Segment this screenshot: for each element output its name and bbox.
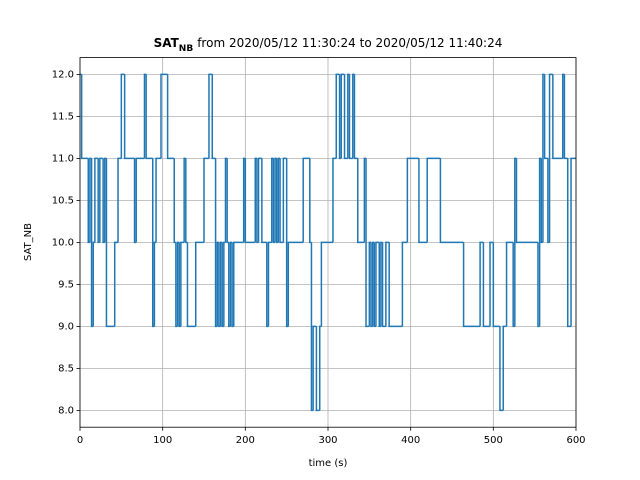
step-segment [548, 73, 553, 243]
step-segment [388, 242, 403, 328]
step-segment [135, 157, 145, 243]
y-tick-label: 10.5 [52, 195, 74, 206]
step-segment [203, 157, 209, 243]
y-tick-label: 11.5 [52, 111, 74, 122]
y-tick-label: 12.0 [52, 69, 74, 80]
x-tick-label: 200 [236, 435, 255, 446]
step-segment [401, 241, 408, 327]
step-segment [120, 73, 125, 159]
y-tick-label: 8.0 [58, 405, 74, 416]
step-segment [257, 157, 262, 243]
step-segment [502, 325, 507, 411]
step-segment [282, 157, 287, 243]
step-segment [381, 242, 386, 328]
y-tick-label: 9.0 [58, 321, 74, 332]
step-segment [489, 241, 494, 327]
step-segment [123, 74, 135, 160]
title-sub: NB [179, 44, 194, 54]
step-segment [113, 241, 119, 327]
step-segment [99, 157, 104, 243]
step-segment [302, 157, 310, 243]
x-axis-label: time (s) [309, 458, 348, 469]
step-segment [233, 241, 244, 327]
step-segment [353, 74, 358, 160]
step-segment [375, 241, 380, 327]
step-segment [194, 241, 204, 327]
step-segment [340, 73, 345, 159]
step-segment [385, 241, 390, 327]
step-segment [365, 158, 370, 328]
step-segment [335, 73, 340, 159]
step-segment [570, 157, 576, 327]
step-segment [160, 73, 168, 159]
step-segment [499, 326, 504, 412]
x-tick-label: 400 [401, 435, 420, 446]
step-segment [418, 158, 428, 244]
step-segment [543, 74, 548, 160]
step-segment [186, 242, 196, 328]
step-segment [145, 74, 153, 160]
step-segment [267, 241, 272, 327]
y-tick-label: 11.0 [52, 153, 74, 164]
step-segment [117, 157, 122, 243]
x-tick-label: 300 [318, 435, 337, 446]
step-segment [439, 158, 464, 244]
step-segment [105, 158, 115, 328]
step-segment [94, 157, 99, 243]
step-segment [505, 241, 514, 327]
step-segment [312, 325, 317, 411]
title-main: SAT [154, 36, 180, 50]
step-segment [155, 157, 162, 243]
step-segment [320, 241, 333, 327]
x-tick-label: 100 [153, 435, 172, 446]
chart-title: SATNB from 2020/05/12 11:30:24 to 2020/05… [154, 36, 503, 54]
x-tick-label: 0 [77, 435, 83, 446]
step-segment [166, 74, 175, 160]
title-rest: from 2020/05/12 11:30:24 to 2020/05/12 1… [197, 36, 502, 50]
step-segment [279, 158, 284, 244]
step-segment [315, 326, 320, 412]
step-segment [462, 242, 481, 328]
step-segment [479, 241, 484, 327]
step-segment [348, 74, 353, 160]
plot-frame [79, 57, 577, 428]
y-axis-label: SAT_NB [23, 223, 34, 261]
step-segment [492, 242, 500, 328]
step-segment [482, 242, 491, 328]
y-tick-label: 9.5 [58, 279, 74, 290]
step-segment [566, 158, 572, 328]
step-segment [552, 74, 563, 160]
x-tick-label: 600 [566, 435, 585, 446]
step-segment [426, 157, 441, 243]
step-segment [287, 241, 304, 327]
y-tick-label: 8.5 [58, 363, 74, 374]
step-segment [357, 158, 365, 244]
step-segment [180, 241, 185, 327]
step-segment [563, 74, 568, 160]
step-segment [261, 158, 267, 244]
y-tick-label: 10.0 [52, 237, 74, 248]
x-tick-label: 500 [484, 435, 503, 446]
step-segment [406, 157, 419, 243]
step-segment [515, 158, 538, 244]
step-segment [244, 158, 256, 244]
step-segment [80, 74, 89, 160]
step-segment [208, 73, 213, 159]
step-segment [332, 157, 337, 243]
step-segment [343, 74, 348, 160]
step-segment [211, 74, 216, 160]
